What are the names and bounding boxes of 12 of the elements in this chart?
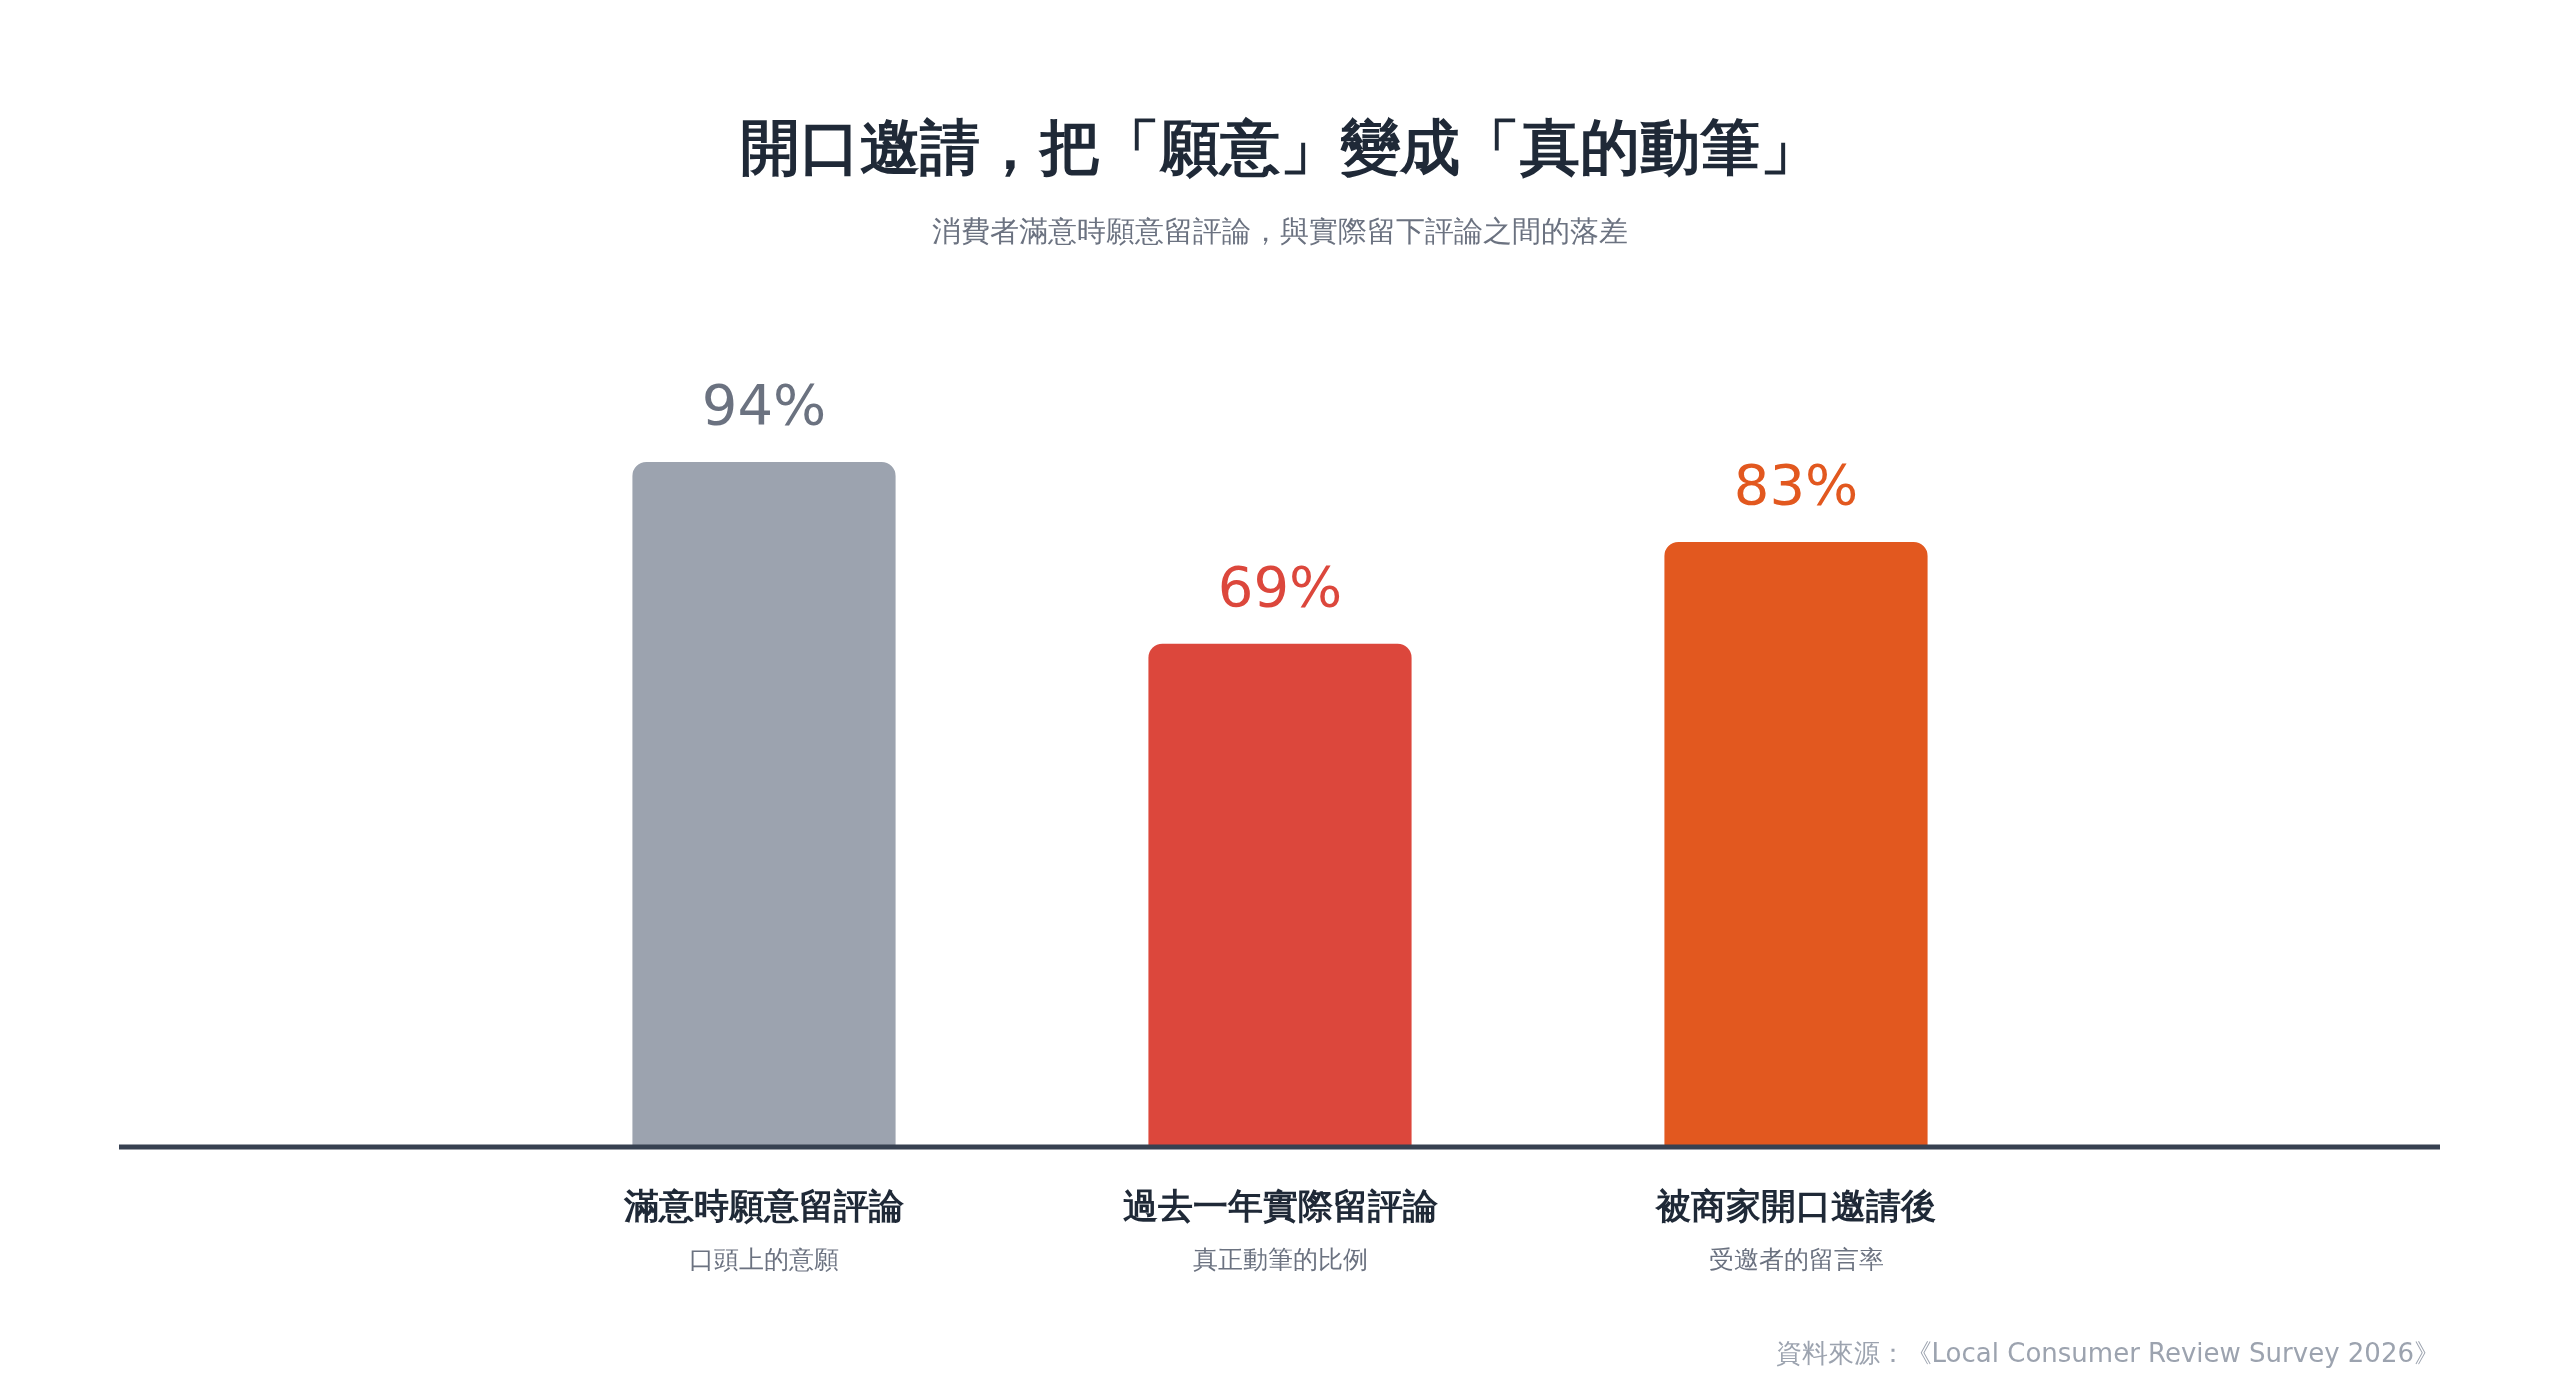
text: 受邀者的留言率: [1708, 1244, 1884, 1274]
chart-subtitle: 消費者滿意時願意留評論，與實際留下評論之間的落差: [931, 213, 1629, 250]
data-label: 94%: [701, 372, 827, 437]
text: 真正動筆的比例: [1192, 1244, 1368, 1274]
data-label: 69%: [1217, 553, 1343, 619]
text: 口頭上的意願: [689, 1244, 839, 1274]
source-note: 資料來源：《Local Consumer Review Survey 2026》: [1775, 1337, 2440, 1370]
x-tick-label: 滿意時願意留評論: [623, 1186, 905, 1227]
x-tick-label: 被商家開口邀請後: [1654, 1186, 1936, 1227]
x-tick-label: 過去一年實際留評論: [1122, 1186, 1439, 1227]
chart-title: 開口邀請，把「願意」變成「真的動筆」: [739, 111, 1821, 184]
data-label: 83%: [1733, 451, 1859, 517]
